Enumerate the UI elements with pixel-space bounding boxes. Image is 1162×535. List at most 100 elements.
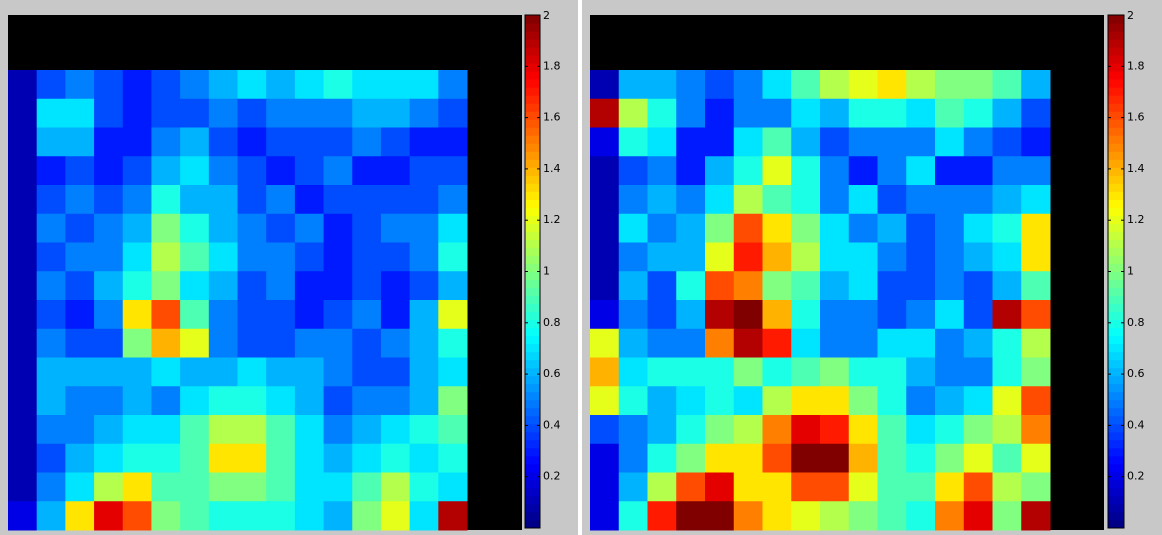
heatmap-cell [237,300,267,330]
heatmap-cell [1021,98,1051,128]
heatmap-cell [963,185,993,215]
colorbar-tick-label: 0.6 [543,367,561,380]
heatmap-cell [65,357,95,387]
heatmap-cell [208,501,238,531]
heatmap-cell [676,70,706,100]
heatmap-cell [266,443,296,473]
heatmap-cell [877,443,907,473]
heatmap-cell [294,213,325,243]
heatmap-cell [647,415,677,445]
heatmap-cell [122,271,152,301]
heatmap-cell [935,357,965,387]
heatmap-cell [352,242,382,272]
heatmap-cell [151,271,181,301]
heatmap-cell [647,213,677,243]
colorbar-segment [525,175,540,184]
heatmap-cell [1021,242,1051,272]
colorbar-segment [525,343,540,353]
heatmap-cell [237,328,267,358]
heatmap-cell [237,213,267,243]
heatmap-cell [380,472,411,502]
heatmap-cell [820,328,850,358]
colorbar-segment [1108,351,1124,361]
colorbar-segment [1108,391,1124,401]
heatmap-cell [438,185,468,215]
heatmap-cell [208,328,238,358]
heatmap-cell [8,328,38,358]
heatmap-cell [676,213,706,243]
colorbar-segment [1108,335,1124,345]
heatmap-cell [647,185,677,215]
colorbar-segment [1108,95,1124,104]
heatmap-cell [647,70,677,100]
heatmap-cell [8,472,38,502]
heatmap-cell [935,70,965,100]
heatmap-cell [676,501,706,531]
heatmap-cell [438,415,468,445]
heatmap-cell [705,156,735,186]
heatmap-cell [992,242,1022,272]
colorbar-segment [525,215,540,224]
heatmap-cell [65,443,95,473]
colorbar-segment [525,319,540,329]
heatmap-cell [8,127,38,157]
heatmap-cell [208,271,238,301]
colorbar-segment [1108,423,1124,433]
colorbar-segment [1108,279,1124,289]
colorbar-segment [1108,23,1124,32]
heatmap-cell [705,242,735,272]
heatmap-cell [647,443,677,473]
heatmap-cell [992,472,1022,502]
heatmap-cell [208,300,238,330]
heatmap-cell [877,415,907,445]
heatmap-cell [352,501,382,531]
colorbar-segment [525,455,540,465]
heatmap-cell [877,328,907,358]
colorbar-segment [525,495,540,505]
heatmap-cell [8,357,38,387]
heatmap-cell [36,156,66,186]
heatmap-cell [65,386,95,416]
heatmap-cell [963,501,993,531]
colorbar-segment [525,463,540,473]
heatmap-cell [8,70,38,100]
heatmap-cell [409,443,439,473]
heatmap-cell [266,501,296,531]
heatmap-cell [294,156,325,186]
colorbar-segment [525,407,540,417]
heatmap-cell [762,70,792,100]
heatmap-cell [1021,357,1051,387]
heatmap-cell [733,415,763,445]
heatmap-cell [762,98,792,128]
heatmap-cell [409,213,439,243]
heatmap-cell [590,300,620,330]
heatmap-cell [1021,156,1051,186]
heatmap-cell [647,98,677,128]
heatmap-cell [323,127,353,157]
heatmap-cell [409,185,439,215]
heatmap-cell [676,386,706,416]
heatmap-cell [963,328,993,358]
heatmap-cell [791,185,821,215]
heatmap-cell [409,242,439,272]
heatmap-cell [935,501,965,531]
heatmap-cell [323,328,353,358]
colorbar-segment [525,79,540,88]
heatmap-cell [906,300,936,330]
heatmap-cell [618,472,648,502]
colorbar-segment [1108,503,1124,513]
colorbar-segment [1108,119,1124,128]
colorbar-tick-label: 1 [543,265,550,278]
heatmap-cell [438,386,468,416]
colorbar-segment [525,151,540,160]
colorbar-segment [525,439,540,449]
heatmap-cell [122,328,152,358]
heatmap-cell [762,300,792,330]
heatmap-cell [848,271,878,301]
heatmap-cell [733,501,763,531]
heatmap-cell [935,415,965,445]
heatmap-cell [618,213,648,243]
heatmap-cell [848,501,878,531]
heatmap-cell [791,156,821,186]
